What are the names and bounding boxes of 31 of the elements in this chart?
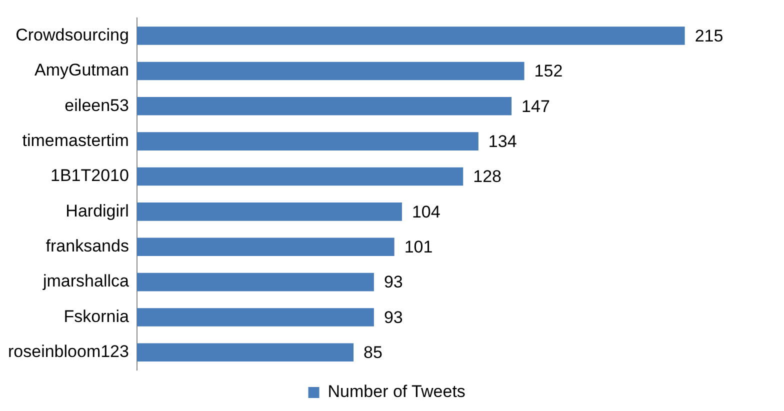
y-tick-label: Fskornia	[64, 306, 130, 326]
y-tick-label: Crowdsourcing	[16, 25, 129, 44]
data-label: 128	[473, 167, 502, 186]
bar	[136, 238, 394, 256]
y-tick-label: AmyGutman	[34, 60, 129, 80]
bar	[136, 167, 464, 186]
bar	[136, 272, 374, 292]
legend-label: Number of Tweets	[328, 382, 466, 402]
bar	[136, 62, 524, 80]
data-label: 101	[404, 238, 433, 257]
bar	[136, 97, 512, 116]
data-label: 93	[384, 308, 403, 327]
data-label: 147	[522, 96, 550, 116]
data-label: 104	[412, 202, 440, 222]
bar	[136, 132, 478, 150]
y-tick-label: jmarshallca	[42, 272, 130, 291]
y-tick-label: Hardigirl	[66, 201, 129, 220]
y-tick-label: 1B1T2010	[50, 166, 129, 186]
y-tick-label: roseinbloom123	[8, 342, 129, 362]
y-tick-label: franksands	[46, 236, 129, 256]
bar	[136, 202, 402, 221]
bar	[136, 308, 374, 326]
y-tick-label: timemastertim	[22, 131, 129, 150]
bar	[136, 343, 354, 362]
data-label: 215	[694, 26, 724, 46]
data-label: 152	[534, 62, 563, 81]
data-label: 85	[364, 343, 382, 362]
data-label: 134	[488, 132, 517, 152]
data-label: 93	[384, 272, 403, 292]
bar	[136, 26, 685, 45]
y-tick-label: eileen53	[64, 96, 129, 115]
